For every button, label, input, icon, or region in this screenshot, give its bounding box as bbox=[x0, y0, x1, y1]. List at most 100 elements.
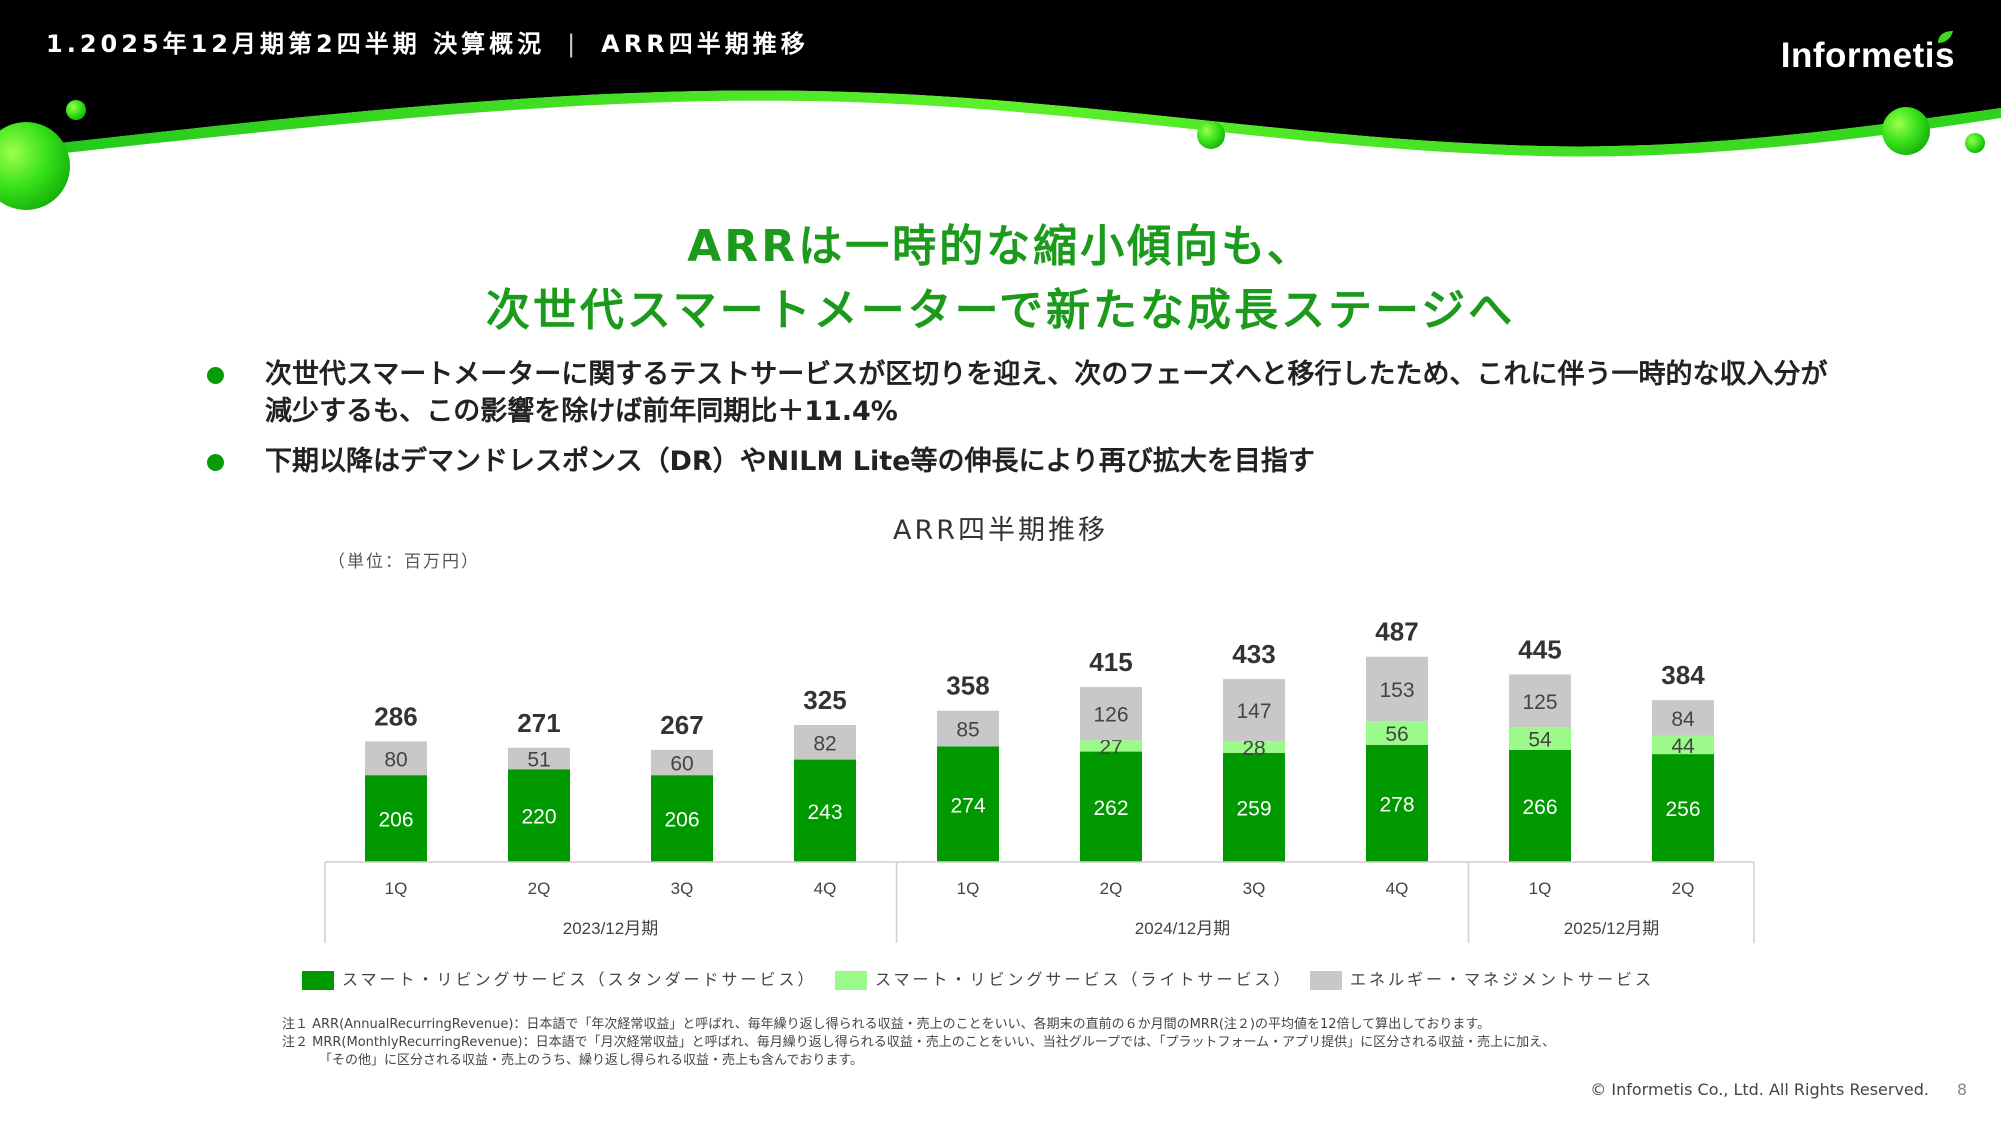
data-label: 256 bbox=[1665, 798, 1700, 821]
legend-label: スマート・リビングサービス（スタンダードサービス） bbox=[342, 970, 817, 989]
x-tick-label: 4Q bbox=[814, 879, 837, 898]
data-label: 278 bbox=[1379, 793, 1414, 816]
footnote-2-continued: 「その他」に区分される収益・売上のうち、繰り返し得られる収益・売上も含んでおりま… bbox=[319, 1053, 864, 1068]
decorative-circle bbox=[1197, 121, 1225, 149]
section-title: 1.2025年12月期第2四半期 決算概況 bbox=[46, 30, 546, 58]
decorative-circle bbox=[1882, 107, 1930, 155]
data-label: 84 bbox=[1671, 708, 1695, 731]
bar-segment bbox=[1080, 687, 1142, 741]
bar-segment bbox=[1223, 752, 1285, 862]
bullet-item: 下期以降はデマンドレスポンス（DR）やNILM Lite等の伸長により再び拡大を… bbox=[205, 443, 1845, 480]
data-label: 262 bbox=[1093, 797, 1128, 820]
chart-title: ARR四半期推移 bbox=[893, 515, 1108, 546]
legend-label: スマート・リビングサービス（ライトサービス） bbox=[875, 970, 1293, 989]
bar-segment bbox=[794, 725, 856, 760]
bar-segment bbox=[1652, 754, 1714, 862]
bar-segment bbox=[1509, 727, 1571, 750]
data-label: 28 bbox=[1242, 737, 1265, 760]
group-label: 2025/12月期 bbox=[1564, 919, 1659, 938]
data-label: 274 bbox=[950, 794, 985, 817]
bar-segment bbox=[1366, 721, 1428, 745]
bar-segment bbox=[937, 710, 999, 747]
leaf-icon bbox=[1938, 31, 1953, 43]
data-label: 80 bbox=[384, 748, 407, 771]
legend-swatch bbox=[1310, 971, 1342, 990]
bullet-item: 次世代スマートメーターに関するテストサービスが区切りを迎え、次のフェーズへと移行… bbox=[205, 356, 1845, 430]
legend-label: エネルギー・マネジメントサービス bbox=[1350, 970, 1655, 989]
bar-segment bbox=[365, 741, 427, 776]
footnotes: 注１ ARR(AnnualRecurringRevenue)：日本語で「年次経常… bbox=[282, 1016, 1555, 1070]
bar-segment bbox=[508, 747, 570, 770]
legend-swatch bbox=[302, 971, 334, 990]
total-label: 433 bbox=[1232, 639, 1275, 669]
footnote-2: 注２ MRR(MonthlyRecurringRevenue)：日本語で「月次経… bbox=[282, 1035, 1556, 1050]
bar-segment bbox=[1652, 700, 1714, 736]
bar-segment bbox=[1080, 740, 1142, 752]
data-label: 147 bbox=[1236, 700, 1271, 723]
x-tick-label: 2Q bbox=[528, 879, 551, 898]
data-label: 243 bbox=[807, 801, 842, 824]
data-label: 266 bbox=[1522, 796, 1557, 819]
x-tick-label: 3Q bbox=[671, 879, 694, 898]
total-label: 267 bbox=[660, 710, 703, 740]
footnote-1: 注１ ARR(AnnualRecurringRevenue)：日本語で「年次経常… bbox=[282, 1017, 1491, 1032]
legend-item-energy: エネルギー・マネジメントサービス bbox=[1310, 966, 1654, 990]
bar-segment bbox=[937, 746, 999, 862]
page-title: ARR四半期推移 bbox=[601, 30, 809, 58]
bar-segment bbox=[1080, 751, 1142, 862]
bar-segment bbox=[365, 775, 427, 862]
data-label: 51 bbox=[527, 749, 550, 772]
data-label: 56 bbox=[1385, 723, 1408, 746]
bar-segment bbox=[1652, 735, 1714, 755]
bar-segment bbox=[794, 759, 856, 862]
total-label: 384 bbox=[1661, 660, 1705, 690]
header-title: 1.2025年12月期第2四半期 決算概況 | ARR四半期推移 bbox=[46, 24, 809, 59]
company-logo: Informetis bbox=[1780, 36, 1955, 75]
legend-item-light: スマート・リビングサービス（ライトサービス） bbox=[835, 966, 1293, 990]
bar-segment bbox=[508, 769, 570, 862]
decorative-circle bbox=[0, 122, 70, 210]
copyright: © Informetis Co., Ltd. All Rights Reserv… bbox=[1590, 1080, 1929, 1099]
bullet-dot-icon bbox=[207, 367, 224, 384]
bullet-text: 下期以降はデマンドレスポンス（DR）やNILM Lite等の伸長により再び拡大を… bbox=[265, 446, 1315, 477]
chart-unit-label: （単位：百万円） bbox=[328, 552, 480, 572]
x-tick-label: 2Q bbox=[1100, 879, 1123, 898]
group-label: 2023/12月期 bbox=[563, 919, 658, 938]
total-label: 271 bbox=[517, 708, 560, 738]
data-label: 206 bbox=[378, 809, 413, 832]
data-label: 206 bbox=[664, 809, 699, 832]
bar-segment bbox=[1366, 744, 1428, 862]
x-tick-label: 4Q bbox=[1386, 879, 1409, 898]
decorative-circle bbox=[1965, 133, 1985, 153]
bar-segment bbox=[651, 749, 713, 776]
data-label: 259 bbox=[1236, 797, 1271, 820]
headline-line-2: 次世代スマートメーターで新たな成長ステージへ bbox=[485, 285, 1516, 336]
data-label: 82 bbox=[813, 732, 836, 755]
title-separator: | bbox=[567, 30, 580, 58]
bullet-dot-icon bbox=[207, 454, 224, 471]
group-label: 2024/12月期 bbox=[1135, 919, 1230, 938]
bar-segment bbox=[1223, 679, 1285, 742]
total-label: 358 bbox=[946, 671, 989, 701]
header-banner bbox=[0, 0, 2001, 210]
data-label: 220 bbox=[521, 806, 556, 829]
x-tick-label: 2Q bbox=[1672, 879, 1695, 898]
bar-segment bbox=[1509, 749, 1571, 862]
data-label: 27 bbox=[1099, 736, 1122, 759]
bar-segment bbox=[651, 775, 713, 862]
decorative-circle bbox=[66, 100, 86, 120]
total-label: 487 bbox=[1375, 617, 1418, 647]
data-label: 125 bbox=[1522, 691, 1557, 714]
data-label: 126 bbox=[1093, 704, 1128, 727]
x-tick-label: 1Q bbox=[385, 879, 408, 898]
headline-line-1: ARRは一時的な縮小傾向も、 bbox=[687, 221, 1314, 272]
bar-segment bbox=[1509, 674, 1571, 728]
data-label: 54 bbox=[1528, 729, 1552, 752]
data-label: 60 bbox=[670, 753, 693, 776]
x-tick-label: 1Q bbox=[957, 879, 980, 898]
bar-segment bbox=[1366, 656, 1428, 722]
total-label: 445 bbox=[1518, 634, 1561, 664]
data-label: 85 bbox=[956, 719, 979, 742]
total-label: 415 bbox=[1089, 647, 1132, 677]
